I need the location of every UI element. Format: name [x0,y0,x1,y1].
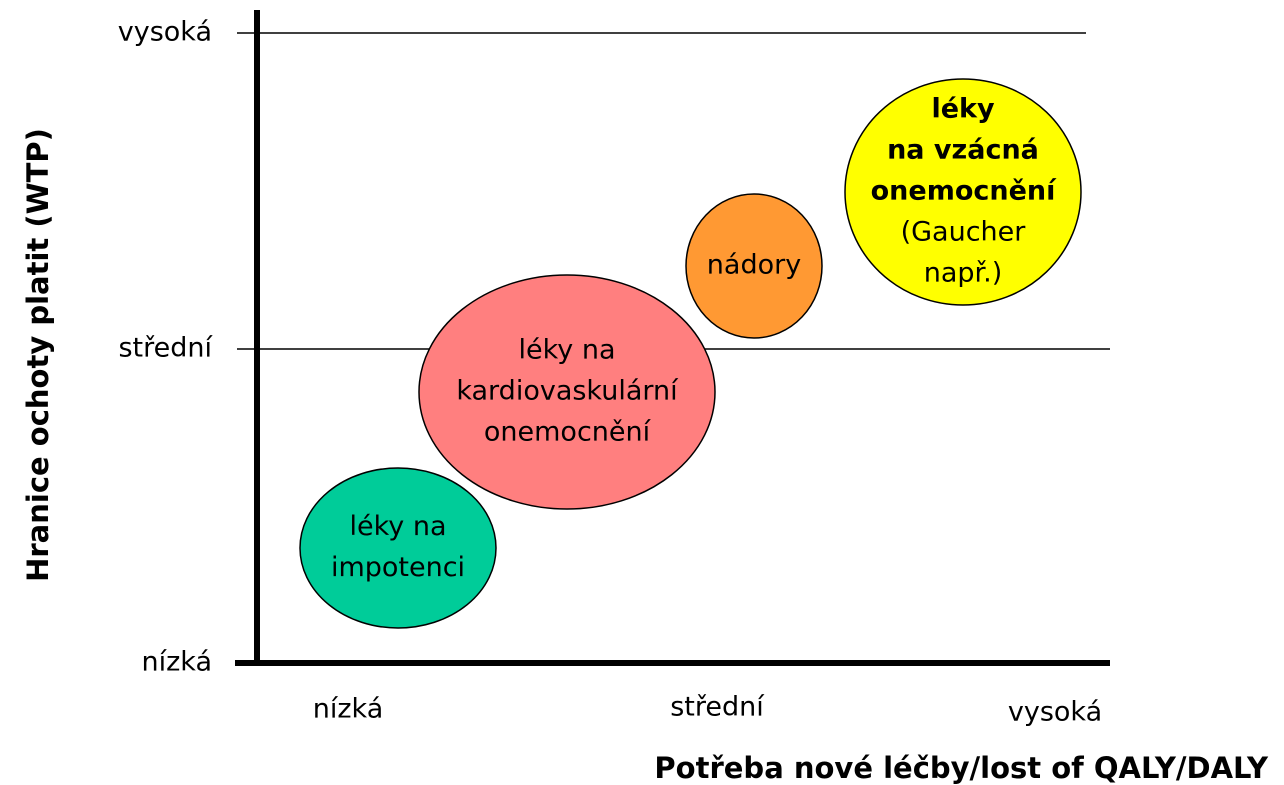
bubble [418,274,716,510]
y-level-label: vysoká [118,17,212,48]
bubble-label: nádory [707,250,801,281]
x-level-label: vysoká [1008,697,1102,728]
bubble-label: impotenci [331,552,465,583]
x-level-label: střední [670,692,765,723]
y-level-label: nízká [142,647,213,678]
bubble-label: na vzácná [887,135,1039,166]
bubble-label: (Gaucher [901,217,1027,248]
bubble-label: např.) [924,258,1003,289]
bubble-label: onemocnění [484,417,652,448]
bubble-label: léky na [349,511,446,542]
bubble-label: léky [931,94,995,125]
bubble [299,467,497,629]
y-level-label: střední [118,333,213,364]
x-level-label: nízká [313,694,384,725]
bubble-label: léky na [518,335,615,366]
bubble [844,78,1082,306]
bubble-label: onemocnění [871,176,1058,207]
bubble [685,193,823,339]
y-axis-title: Hranice ochoty platit (WTP) [21,128,55,582]
x-axis-title: Potřeba nové léčby/lost of QALY/DALY [654,751,1269,785]
bubble-label: kardiovaskulární [456,376,679,407]
